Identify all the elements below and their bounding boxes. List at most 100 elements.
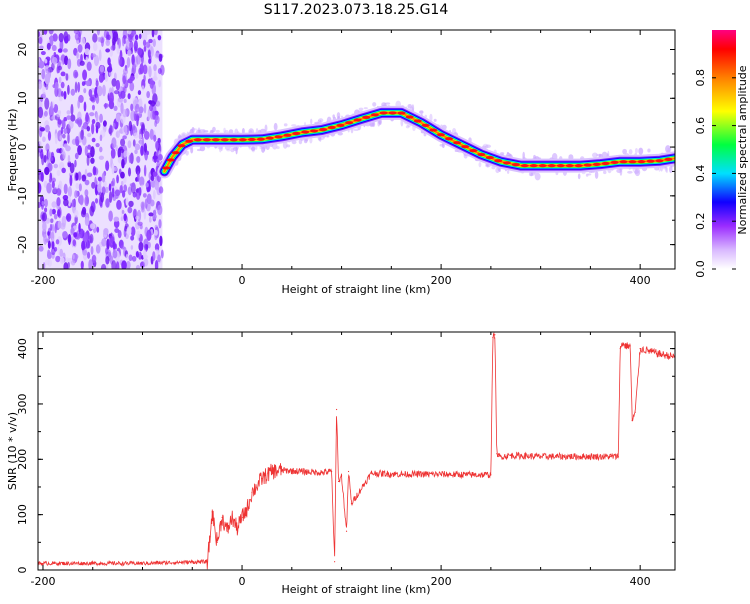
- noise-blob: [70, 227, 75, 234]
- noise-blob: [148, 212, 154, 217]
- track-halo: [264, 124, 268, 132]
- noise-blob: [60, 90, 64, 97]
- colorbar-tick-label: 0.6: [694, 117, 707, 135]
- track-halo: [291, 124, 297, 127]
- noise-blob: [78, 183, 82, 192]
- noise-blob: [114, 166, 117, 172]
- noise-blob: [133, 132, 139, 139]
- noise-blob: [105, 48, 111, 53]
- track-halo: [340, 115, 343, 118]
- noise-blob: [131, 63, 137, 75]
- noise-blob: [138, 186, 142, 196]
- noise-blob: [57, 119, 62, 125]
- noise-blob: [152, 171, 158, 177]
- noise-blob: [98, 73, 104, 83]
- track-halo: [628, 149, 633, 155]
- noise-blob: [121, 260, 127, 269]
- noise-blob: [115, 79, 121, 91]
- noise-blob: [115, 261, 120, 269]
- noise-blob: [48, 178, 52, 183]
- track-halo: [303, 138, 308, 144]
- noise-blob: [63, 143, 68, 149]
- noise-blob: [97, 85, 103, 97]
- noise-blob: [103, 227, 109, 235]
- noise-blob: [95, 125, 99, 134]
- noise-blob: [154, 243, 160, 251]
- noise-blob: [123, 150, 127, 158]
- noise-blob: [139, 176, 145, 187]
- noise-blob: [77, 44, 83, 53]
- noise-blob: [145, 41, 151, 48]
- track-halo: [407, 104, 412, 109]
- noise-blob: [154, 259, 159, 269]
- noise-blob: [95, 143, 100, 148]
- track-halo: [250, 146, 256, 151]
- noise-blob: [144, 198, 148, 210]
- noise-blob: [95, 80, 99, 87]
- noise-blob: [126, 56, 131, 68]
- track-peak: [628, 160, 637, 164]
- noise-blob: [75, 172, 79, 181]
- noise-blob: [43, 154, 47, 163]
- snr-point: [321, 471, 323, 474]
- track-peak: [445, 137, 454, 141]
- noise-blob: [93, 54, 100, 67]
- noise-blob: [158, 186, 164, 194]
- track-peak: [283, 133, 292, 137]
- track-halo: [647, 148, 651, 153]
- snr-point: [492, 336, 494, 339]
- noise-blob: [60, 71, 66, 77]
- track-peak: [646, 159, 655, 163]
- noise-blob: [145, 182, 149, 188]
- snr-point: [500, 455, 502, 458]
- noise-blob: [72, 239, 76, 247]
- noise-blob: [70, 88, 76, 96]
- noise-blob: [125, 197, 129, 206]
- colorbar-tick-label: 0.0: [694, 260, 707, 278]
- noise-blob: [119, 93, 123, 99]
- snr-point: [496, 453, 498, 455]
- spectrogram-panel: -200 0 200 400 -20 -10 0 10 20 Height of straig…: [6, 29, 676, 296]
- noise-blob: [130, 226, 136, 237]
- track-peak: [220, 138, 229, 142]
- track-halo: [482, 143, 489, 149]
- snr-line: [38, 332, 675, 570]
- noise-blob: [42, 233, 48, 244]
- noise-blob: [136, 155, 141, 163]
- noise-blob: [127, 167, 132, 177]
- track-halo: [185, 150, 189, 156]
- noise-blob: [134, 143, 141, 151]
- track-halo: [534, 172, 541, 181]
- noise-blob: [58, 48, 63, 53]
- noise-blob: [111, 137, 117, 149]
- noise-blob: [84, 114, 91, 125]
- snr-y-label: SNR (10 * v/v): [6, 412, 19, 490]
- track-halo: [226, 149, 231, 152]
- noise-blob: [127, 140, 132, 149]
- noise-blob: [142, 249, 147, 260]
- noise-blob: [148, 105, 153, 112]
- noise-blob: [41, 68, 46, 80]
- noise-blob: [113, 216, 120, 222]
- track-halo: [495, 167, 500, 174]
- noise-blob: [130, 103, 134, 112]
- noise-blob: [127, 93, 131, 100]
- noise-blob: [105, 247, 109, 255]
- noise-blob: [138, 33, 142, 40]
- noise-blob: [113, 90, 120, 95]
- noise-blob: [153, 229, 158, 236]
- noise-blob: [108, 210, 113, 222]
- noise-blob: [120, 148, 125, 154]
- noise-blob: [150, 179, 156, 188]
- noise-blob: [98, 155, 104, 160]
- track-peak: [405, 115, 414, 119]
- noise-blob: [137, 221, 143, 226]
- track-halo: [363, 107, 368, 110]
- snr-point: [340, 475, 343, 477]
- snr-point: [271, 470, 273, 473]
- snr-point: [510, 454, 512, 457]
- snr-point: [246, 508, 248, 510]
- noise-blob: [50, 230, 56, 243]
- track-peak: [265, 136, 274, 140]
- noise-blob: [51, 180, 55, 189]
